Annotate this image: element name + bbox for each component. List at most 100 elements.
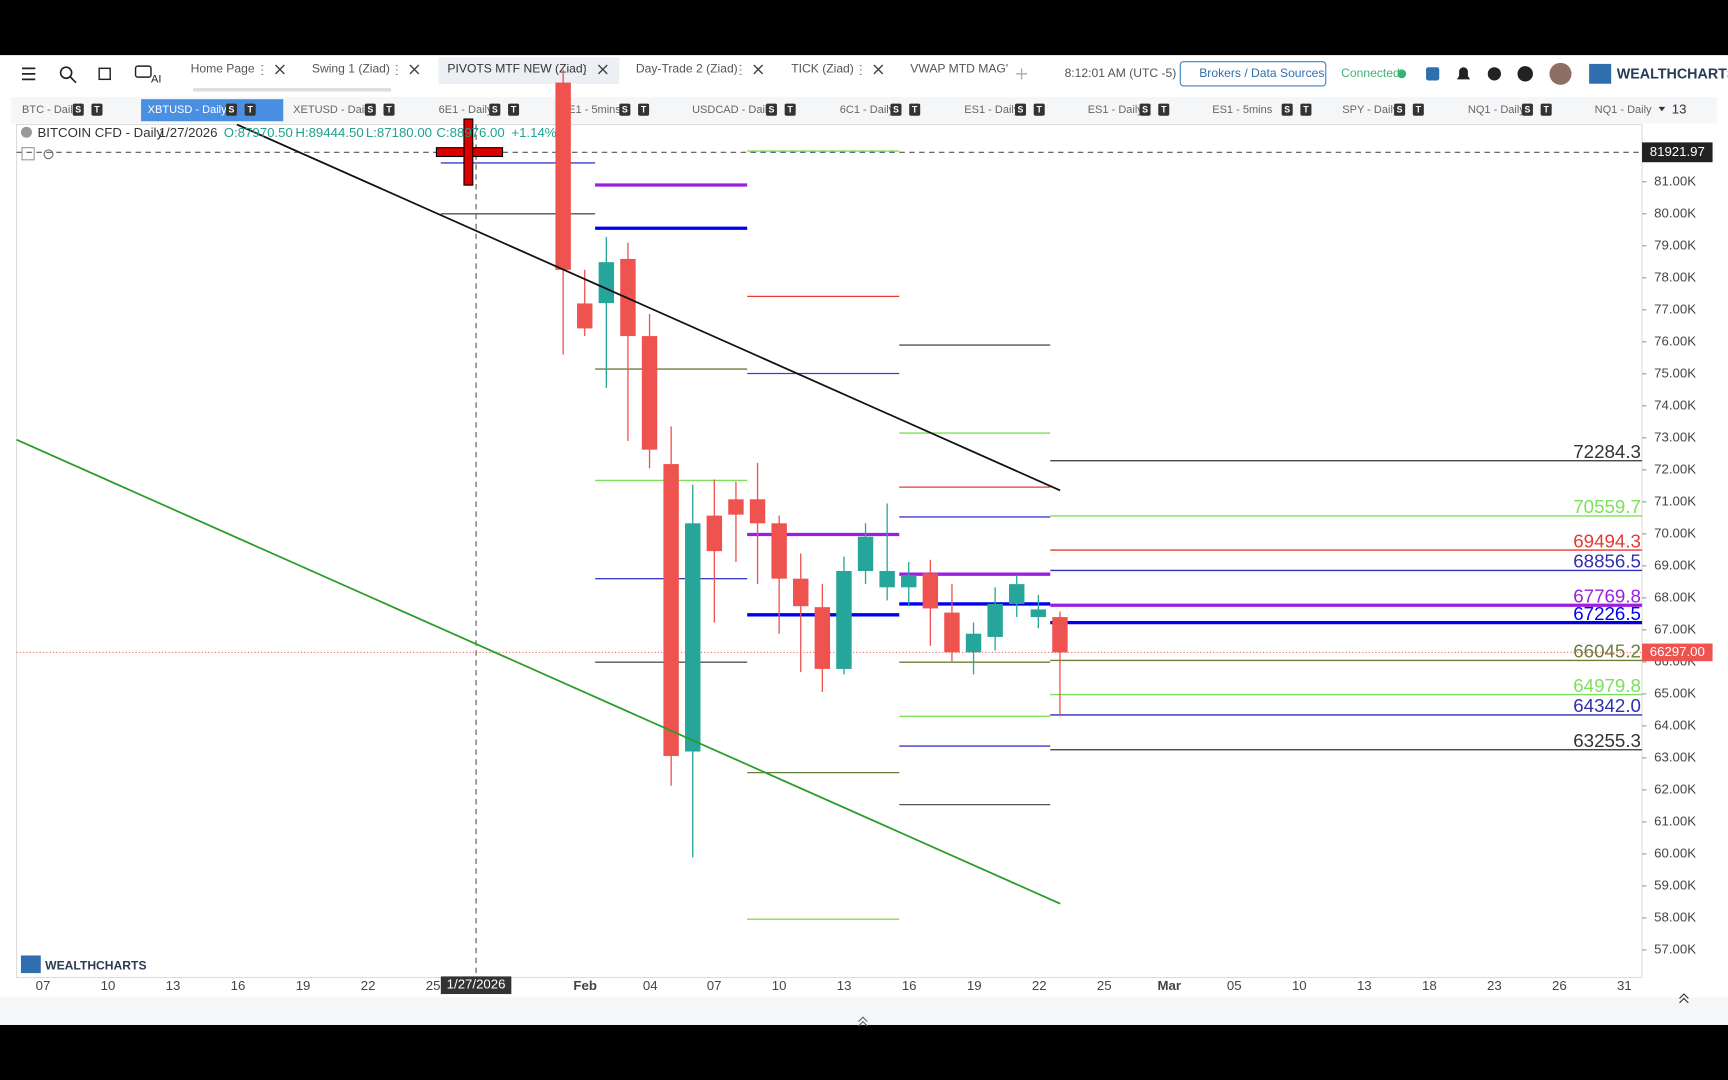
symbol-tab[interactable]: 6C1 - Daily bbox=[840, 104, 895, 116]
candle-body bbox=[577, 303, 593, 329]
badge bbox=[225, 103, 237, 116]
bell-icon[interactable] bbox=[1456, 67, 1471, 80]
x-tick-label: 13 bbox=[837, 978, 852, 993]
y-tick-label: 64.00K bbox=[1654, 717, 1696, 732]
tab-close[interactable] bbox=[873, 64, 884, 75]
symbol-tab[interactable]: USDCAD - Daily bbox=[692, 104, 773, 116]
symbol-tab[interactable]: NQ1 - Daily bbox=[1595, 104, 1652, 116]
x-tick-label: 05 bbox=[1227, 978, 1242, 993]
crosshair-price-tag bbox=[1642, 142, 1713, 163]
symbol-tab[interactable]: 6E1 - 5mins bbox=[562, 104, 621, 116]
pivot-label: 66045.2 bbox=[1573, 641, 1641, 662]
badge-label: S bbox=[1397, 105, 1403, 115]
badge-label: S bbox=[492, 105, 498, 115]
workspace-tab[interactable]: Swing 1 (Ziad) bbox=[312, 62, 390, 76]
badge-label: T bbox=[1037, 105, 1043, 115]
y-tick-label: 69.00K bbox=[1654, 557, 1696, 572]
x-tick-label: 07 bbox=[36, 978, 51, 993]
badge bbox=[909, 103, 921, 116]
badge-label: S bbox=[75, 105, 81, 115]
clock: 8:12:01 AM (UTC -5) bbox=[1065, 66, 1177, 80]
search-icon[interactable] bbox=[59, 66, 73, 80]
y-tick-label: 76.00K bbox=[1654, 333, 1696, 348]
y-tick-label: 74.00K bbox=[1654, 397, 1696, 412]
y-tick-label: 77.00K bbox=[1654, 301, 1696, 316]
y-tick-label: 75.00K bbox=[1654, 365, 1696, 380]
x-tick-label: 23 bbox=[1487, 978, 1502, 993]
avatar[interactable] bbox=[1549, 62, 1572, 85]
symbol-tab[interactable]: XBTUSD - Daily bbox=[148, 104, 227, 116]
workspace-tab[interactable]: TICK (Ziad) bbox=[791, 62, 854, 76]
y-tick-label: 68.00K bbox=[1654, 589, 1696, 604]
badge bbox=[765, 103, 777, 116]
candle-body bbox=[901, 575, 917, 588]
expand-panel[interactable] bbox=[858, 1016, 868, 1027]
symbol-tab[interactable]: SPY - Daily bbox=[1342, 104, 1399, 116]
legend-icon bbox=[20, 126, 32, 138]
tab-close[interactable] bbox=[409, 64, 420, 75]
candle-body bbox=[944, 612, 960, 653]
candle-body bbox=[771, 523, 787, 579]
badge bbox=[364, 103, 376, 116]
y-tick-label: 58.00K bbox=[1654, 909, 1696, 924]
y-tick-label: 73.00K bbox=[1654, 429, 1696, 444]
tab-close[interactable] bbox=[597, 64, 608, 75]
x-tick-label: 16 bbox=[231, 978, 246, 993]
pivot-label: 67769.8 bbox=[1573, 585, 1641, 606]
y-tick-label: 59.00K bbox=[1654, 877, 1696, 892]
workspace-tab[interactable]: Day-Trade 2 (Ziad) bbox=[636, 62, 738, 76]
badge bbox=[91, 103, 103, 116]
workspace-tab[interactable]: PIVOTS MTF NEW (Ziad) bbox=[447, 62, 586, 76]
badge-label: T bbox=[386, 105, 392, 115]
candle-body bbox=[555, 82, 571, 270]
symbol-tab[interactable]: 6E1 - Daily bbox=[439, 104, 493, 116]
badge bbox=[1540, 103, 1552, 116]
layout-icon[interactable] bbox=[98, 67, 111, 81]
symbol-tab[interactable]: NQ1 - Daily bbox=[1468, 104, 1525, 116]
badge-label: S bbox=[622, 105, 628, 115]
y-tick-label: 65.00K bbox=[1654, 685, 1696, 700]
x-tick-label: 25 bbox=[1097, 978, 1112, 993]
crosshair-price: 81921.97 bbox=[1650, 144, 1705, 159]
pivot-label: 63255.3 bbox=[1573, 730, 1641, 751]
active-tab bbox=[438, 57, 620, 84]
help-icon[interactable] bbox=[1517, 66, 1533, 82]
workspace-tab[interactable]: VWAP MTD MAG' bbox=[910, 62, 1008, 76]
symbol-tab[interactable]: ES1 - Daily bbox=[964, 104, 1020, 116]
symbol-tab[interactable]: ES1 - Daily bbox=[1088, 104, 1144, 116]
add-tab[interactable] bbox=[1016, 68, 1028, 80]
tab-dropdown[interactable] bbox=[1658, 106, 1666, 112]
x-tick-label: 13 bbox=[1357, 978, 1372, 993]
symbol-tab[interactable]: XETUSD - Daily bbox=[293, 104, 372, 116]
workspace-tab[interactable]: Home Page bbox=[191, 62, 255, 76]
legend-button[interactable] bbox=[21, 147, 35, 161]
menu-icon[interactable] bbox=[22, 67, 36, 81]
badge bbox=[890, 103, 902, 116]
brokers-button[interactable] bbox=[1179, 61, 1327, 87]
badge-label: T bbox=[1543, 105, 1549, 115]
x-tick-label: 10 bbox=[1292, 978, 1307, 993]
status: Connected bbox=[1341, 66, 1400, 80]
scroll-top[interactable] bbox=[1679, 993, 1689, 1004]
symbol-tab[interactable]: BTC - Daily bbox=[22, 104, 79, 116]
ai-icon[interactable] bbox=[134, 65, 152, 78]
badge-label: T bbox=[912, 105, 918, 115]
chart-title: BITCOIN CFD - Daily bbox=[37, 125, 163, 140]
candle-body bbox=[1052, 617, 1068, 653]
badge-label: S bbox=[367, 105, 373, 115]
last-price-tag bbox=[1642, 643, 1713, 662]
ai-label: AI bbox=[151, 73, 161, 85]
tab-close[interactable] bbox=[753, 64, 764, 75]
y-tick-label: 81.00K bbox=[1654, 173, 1696, 188]
x-tick-label: 10 bbox=[101, 978, 116, 993]
tab-close[interactable] bbox=[275, 64, 285, 75]
y-tick-label: 67.00K bbox=[1654, 621, 1696, 636]
settings-icon[interactable] bbox=[1487, 67, 1501, 81]
visibility-icon[interactable] bbox=[43, 149, 54, 160]
symbol-tab[interactable]: ES1 - 5mins bbox=[1212, 104, 1272, 116]
candle-body bbox=[857, 536, 874, 571]
tab-scrollbar bbox=[192, 88, 392, 92]
save-icon[interactable] bbox=[1426, 67, 1440, 81]
